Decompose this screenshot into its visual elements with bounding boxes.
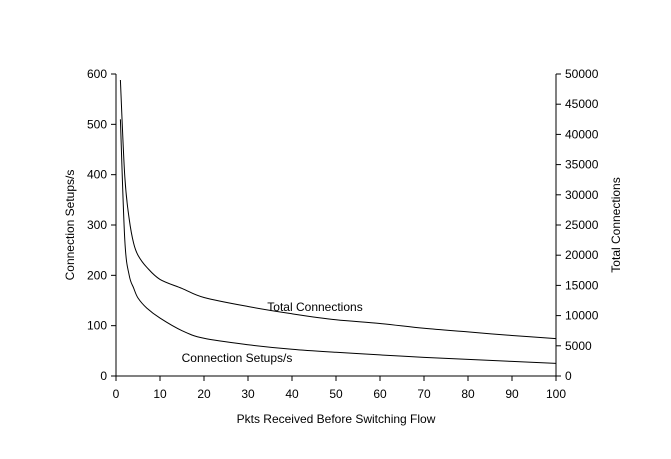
axes: 0 10 20 30 40 50 60 70 80 90 100 0 100 200 300 400 500 60… — [87, 67, 599, 401]
y2-tick-label: 35000 — [565, 158, 599, 172]
x-axis-label: Pkts Received Before Switching Flow — [237, 412, 436, 426]
x-tick-label: 20 — [197, 387, 211, 401]
y2-axis-label: Total Connections — [609, 177, 623, 272]
y-tick-label: 400 — [87, 168, 107, 182]
x-tick-label: 100 — [546, 387, 566, 401]
y2-tick-label: 10000 — [565, 309, 599, 323]
y-axis-label: Connection Setups/s — [63, 170, 77, 281]
x-tick-label: 0 — [113, 387, 120, 401]
x-tick-label: 80 — [461, 387, 475, 401]
y2-tick-label: 0 — [565, 369, 572, 383]
y2-tick-label: 5000 — [565, 339, 592, 353]
y2-tick-label: 45000 — [565, 97, 599, 111]
x-tick-label: 50 — [329, 387, 343, 401]
y-tick-label: 100 — [87, 319, 107, 333]
y2-tick-label: 40000 — [565, 127, 599, 141]
x-tick-label: 10 — [153, 387, 167, 401]
y2-tick-label: 25000 — [565, 218, 599, 232]
x-tick-label: 30 — [241, 387, 255, 401]
y2-tick-label: 20000 — [565, 248, 599, 262]
x-tick-label: 70 — [417, 387, 431, 401]
x-tick-label: 40 — [285, 387, 299, 401]
x-tick-label: 90 — [505, 387, 519, 401]
series-line-connection-setups — [119, 119, 557, 364]
series-label-total-connections: Total Connections — [267, 300, 362, 314]
y-tick-label: 600 — [87, 67, 107, 81]
y2-tick-label: 15000 — [565, 278, 599, 292]
x-tick-label: 60 — [373, 387, 387, 401]
y-tick-label: 200 — [87, 268, 107, 282]
series-layer — [119, 79, 557, 364]
y2-tick-label: 30000 — [565, 188, 599, 202]
y2-tick-label: 50000 — [565, 67, 599, 81]
y-tick-label: 0 — [100, 369, 107, 383]
y-tick-label: 500 — [87, 117, 107, 131]
y-tick-label: 300 — [87, 218, 107, 232]
series-label-connection-setups: Connection Setups/s — [182, 351, 293, 365]
series-line-total-connections — [119, 79, 557, 340]
